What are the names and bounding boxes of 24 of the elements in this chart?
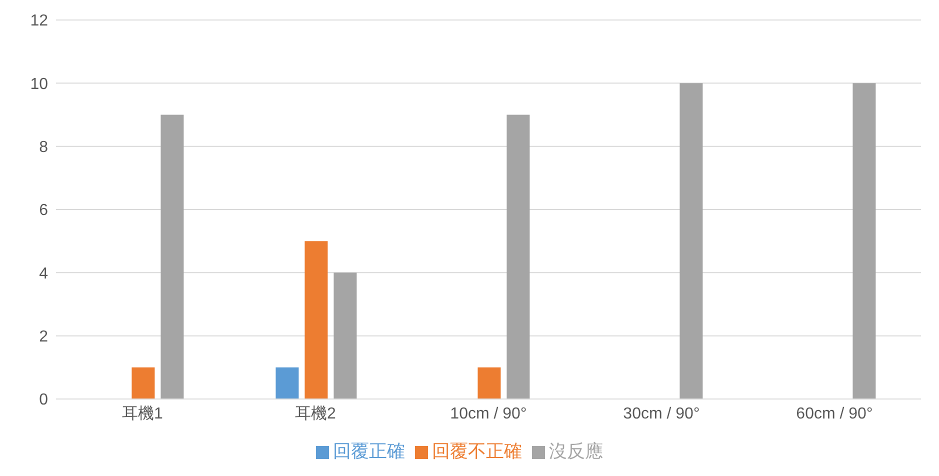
y-tick-label: 6: [39, 202, 48, 220]
y-tick-label: 12: [30, 12, 48, 30]
x-tick-label: 耳機1: [122, 404, 164, 422]
x-tick-label: 60cm / 90°: [796, 405, 873, 422]
bar: [334, 272, 357, 399]
bar: [506, 114, 530, 399]
bar: [478, 367, 501, 399]
y-tick-label: 0: [39, 392, 48, 409]
legend-label: 回覆正確: [333, 441, 405, 461]
x-tick-label: 耳機2: [295, 404, 336, 422]
x-tick-label: 10cm / 90°: [450, 405, 527, 422]
y-tick-label: 4: [39, 265, 48, 282]
legend-label: 沒反應: [549, 441, 603, 461]
bar: [852, 83, 876, 399]
bar: [276, 367, 299, 399]
legend-label: 回覆不正確: [432, 441, 522, 461]
bar: [680, 83, 703, 399]
bar: [132, 367, 155, 399]
x-tick-label: 30cm / 90°: [623, 405, 700, 422]
bar: [160, 114, 184, 399]
bar: [304, 241, 328, 399]
y-tick-label: 2: [39, 328, 48, 346]
y-tick-label: 8: [39, 139, 48, 156]
y-tick-label: 10: [30, 76, 48, 93]
